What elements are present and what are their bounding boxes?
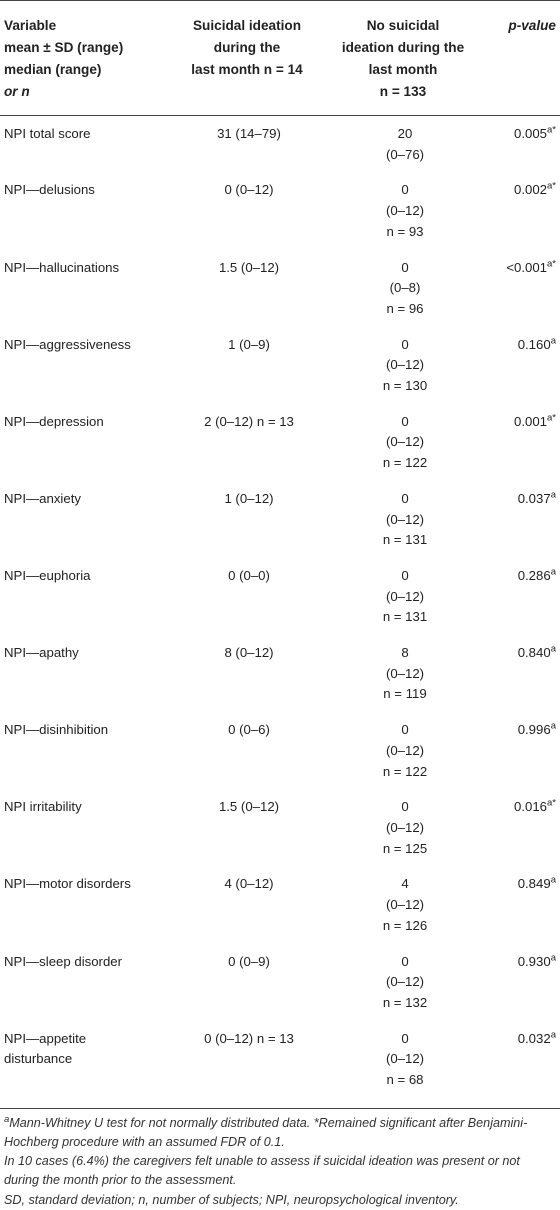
row-p-value: 0.930a: [517, 952, 556, 969]
row-no-suicidal-ideation-value: 0 (0–12) n = 130: [382, 336, 428, 394]
row-label: NPI—apathy: [4, 645, 79, 661]
table-row: NPI—aggressiveness 1 (0–9) 0 (0–12) n = 130 0…: [0, 331, 560, 408]
row-no-suicidal-ideation-value: 0 (0–8) n = 96: [386, 259, 424, 316]
row-p-value: 0.840a: [517, 643, 556, 661]
row-p-value: 0.849a: [517, 875, 556, 892]
row-label: NPI—hallucinations: [4, 259, 120, 275]
row-label: NPI—delusions: [4, 182, 95, 198]
row-no-suicidal-ideation-value: 4 (0–12) n = 126: [382, 876, 428, 933]
row-p-value: 0.016a*: [514, 797, 556, 815]
row-label: NPI—anxiety: [4, 490, 81, 506]
row-p-value: 0.005a*: [514, 124, 556, 141]
row-no-suicidal-ideation-value: 0 (0–12) n = 122: [382, 413, 428, 471]
table-row: NPI—appetite disturbance 0 (0–12) n = 13 0(…: [0, 1025, 560, 1102]
row-label: NPI—sleep disorder: [4, 953, 123, 969]
table-row: NPI—disinhibition 0 (0–6) 0 (0–12) n = 122 0.…: [0, 716, 560, 793]
row-suicidal-ideation-value: 1 (0–9): [228, 336, 270, 352]
table-header: Variable mean ± SD (range) median (range…: [0, 0, 560, 116]
row-label: NPI—euphoria: [4, 567, 91, 583]
row-suicidal-ideation-value: 2 (0–12) n = 13: [204, 413, 294, 429]
row-suicidal-ideation-value: 0 (0–9): [228, 953, 270, 969]
row-no-suicidal-ideation-value: 0 (0–12) n = 68: [385, 1030, 425, 1088]
table-row: NPI—euphoria 0 (0–0) 0 (0–12) n = 131 0.286a: [0, 562, 560, 639]
table-row: NPI—motor disorders 4 (0–12) 4 (0–12) n = 12…: [0, 870, 560, 947]
row-suicidal-ideation-value: 1.5 (0–12): [218, 259, 280, 275]
table-footnotes: aMann-Whitney U test for not normally di…: [0, 1109, 560, 1210]
row-suicidal-ideation-value: 31 (14–79): [217, 126, 281, 141]
row-no-suicidal-ideation-value: 0 (0–12) n = 131: [382, 490, 428, 548]
row-label: NPI—depression: [4, 413, 104, 429]
table-row: NPI—hallucinations 1.5 (0–12) 0 (0–8) n = 96…: [0, 254, 560, 331]
table-row: NPI—sleep disorder 0 (0–9) 0 (0–12) n = 132 0…: [0, 948, 560, 1025]
row-no-suicidal-ideation-value: 0 (0–12) n = 93: [385, 182, 425, 239]
header-p-value: p-value: [508, 18, 556, 33]
row-no-suicidal-ideation-value: 0 (0–12) n = 131: [382, 567, 428, 625]
row-no-suicidal-ideation-value: 20 (0–76): [385, 126, 425, 162]
row-p-value: 0.037a: [517, 489, 556, 506]
table-row: NPI—depression 2 (0–12) n = 13 0 (0–12) n = …: [0, 408, 560, 485]
row-suicidal-ideation-value: 0 (0–12): [224, 182, 274, 198]
row-no-suicidal-ideation-value: 0 (0–12) n = 132: [382, 953, 428, 1010]
footnote-a: aMann-Whitney U test for not normally di…: [4, 1113, 528, 1149]
row-label: NPI—appetite disturbance: [4, 1030, 87, 1067]
row-label: NPI—aggressiveness: [4, 336, 131, 352]
table-body: NPI total score 31 (14–79) 20 (0–76) 0.005a*…: [0, 116, 560, 1109]
row-p-value: <0.001a*: [506, 258, 556, 275]
row-p-value: 0.002a*: [514, 181, 556, 198]
row-suicidal-ideation-value: 0 (0–12) n = 13: [204, 1030, 294, 1046]
table-row: NPI total score 31 (14–79) 20 (0–76) 0.005a*: [0, 120, 560, 176]
row-suicidal-ideation-value: 0 (0–0): [228, 567, 270, 583]
row-suicidal-ideation-value: 1.5 (0–12): [218, 799, 280, 815]
row-suicidal-ideation-value: 1 (0–12): [224, 490, 274, 506]
header-suicidal-ideation: Suicidal ideation during the last month …: [191, 18, 303, 77]
row-p-value: 0.286a: [517, 566, 556, 583]
row-p-value: 0.032a: [517, 1029, 556, 1046]
footnote-note: In 10 cases (6.4%) the caregivers felt u…: [4, 1154, 520, 1188]
header-variable: Variable mean ± SD (range) median (range…: [4, 18, 124, 99]
table-row: NPI irritability 1.5 (0–12) 0 (0–12) n = 125…: [0, 793, 560, 870]
row-suicidal-ideation-value: 4 (0–12): [224, 876, 274, 892]
row-label: NPI total score: [4, 126, 91, 141]
table-row: NPI—anxiety 1 (0–12) 0 (0–12) n = 131 0.037a: [0, 485, 560, 562]
row-p-value: 0.001a*: [514, 412, 556, 429]
row-label: NPI—motor disorders: [4, 876, 131, 892]
header-no-suicidal-ideation: No suicidal ideation during the last mon…: [341, 18, 465, 99]
row-no-suicidal-ideation-value: 8 (0–12) n = 119: [383, 645, 427, 702]
row-no-suicidal-ideation-value: 0 (0–12) n = 125: [382, 799, 428, 856]
row-no-suicidal-ideation-value: 0 (0–12) n = 122: [382, 722, 428, 779]
table-row: NPI—apathy 8 (0–12) 8 (0–12) n = 119 0.840a: [0, 639, 560, 716]
row-suicidal-ideation-value: 8 (0–12): [224, 645, 274, 661]
table-row: NPI—delusions 0 (0–12) 0 (0–12) n = 93 0.002a…: [0, 176, 560, 253]
row-suicidal-ideation-value: 0 (0–6): [228, 722, 270, 738]
row-label: NPI—disinhibition: [4, 722, 109, 738]
footnote-abbreviations: SD, standard deviation; n, number of sub…: [4, 1192, 459, 1207]
row-p-value: 0.996a: [517, 720, 556, 738]
row-label: NPI irritability: [4, 799, 82, 815]
row-p-value: 0.160a: [517, 335, 556, 352]
